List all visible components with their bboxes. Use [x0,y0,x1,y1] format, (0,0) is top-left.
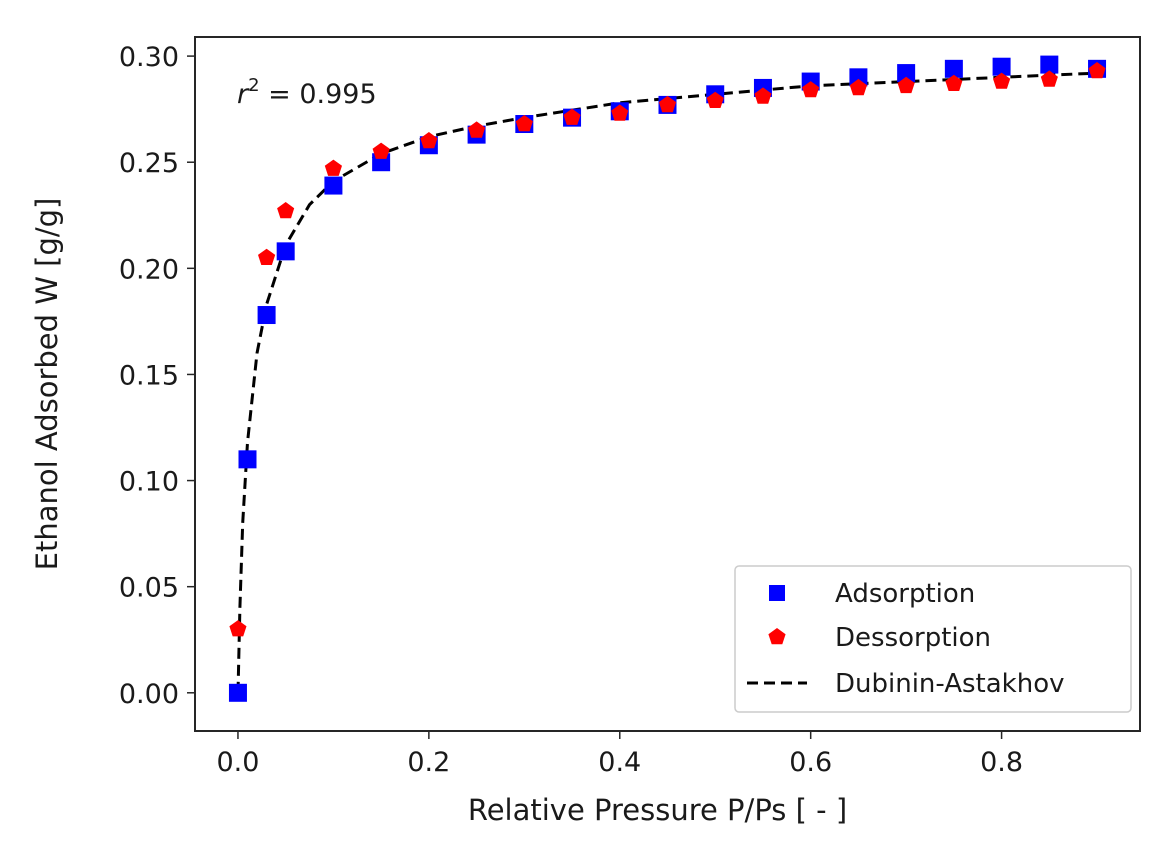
data-point-dessorption [515,115,533,132]
y-tick-label: 0.05 [119,573,179,604]
data-point-dessorption [229,620,247,637]
x-tick-label: 0.2 [407,747,450,778]
data-point-dessorption [802,81,820,98]
data-point-dessorption [706,91,724,108]
data-point-dessorption [658,95,677,113]
data-point-adsorption [849,68,868,87]
data-point-dessorption [258,248,276,265]
y-tick-label: 0.15 [119,360,179,391]
legend-marker-dessorption [768,628,786,645]
data-point-adsorption [257,306,276,325]
y-tick-label: 0.20 [119,254,179,285]
x-axis-label: Relative Pressure P/Ps [ - ] [468,793,847,827]
legend: Adsorption Dessorption Dubinin-Astakhov [734,565,1132,713]
data-point-dessorption [277,202,295,219]
data-point-adsorption [276,242,295,261]
legend-label-dubinin-astakhov: Dubinin-Astakhov [835,669,1065,699]
data-point-dessorption [420,132,438,149]
legend-marker-adsorption [769,585,785,601]
data-point-dessorption [563,108,581,125]
plot-frame [194,36,1141,732]
legend-label-adsorption: Adsorption [835,579,975,609]
data-point-dessorption [324,159,342,176]
plot-marks [228,55,1107,702]
data-point-dessorption [372,142,390,159]
data-point-dessorption [754,87,772,104]
data-point-adsorption [944,59,963,78]
x-tick-label: 0.4 [598,747,641,778]
data-point-adsorption [228,683,247,702]
x-tick-label: 0.6 [789,747,832,778]
y-axis-label: Ethanol Adsorbed W [g/g] [30,198,64,571]
data-point-adsorption [897,64,916,83]
y-tick-label: 0.25 [119,148,179,179]
axis-ticks: 0.0 0.2 0.4 0.6 0.8 0.00 0.05 0.10 0.15 0.20 0.25 0… [119,42,1023,778]
data-point-dessorption [1040,70,1058,87]
y-tick-label: 0.00 [119,679,179,710]
data-point-dessorption [468,121,486,138]
data-point-dessorption [897,76,915,94]
x-tick-label: 0.8 [980,747,1023,778]
data-point-dessorption [849,78,867,96]
legend-label-dessorption: Dessorption [835,623,991,653]
y-tick-label: 0.10 [119,467,179,498]
x-tick-label: 0.0 [216,747,259,778]
data-point-adsorption [992,57,1011,76]
data-point-dessorption [993,72,1011,89]
r-squared-annotation: r2 = 0.995 [237,75,377,110]
data-point-dessorption [945,74,963,91]
legend-box [734,565,1132,713]
data-point-dessorption [611,104,629,121]
data-point-dessorption [1088,62,1106,79]
data-point-adsorption [238,450,257,469]
y-tick-label: 0.30 [119,42,179,73]
data-point-adsorption [1040,55,1059,74]
data-point-adsorption [324,176,343,195]
